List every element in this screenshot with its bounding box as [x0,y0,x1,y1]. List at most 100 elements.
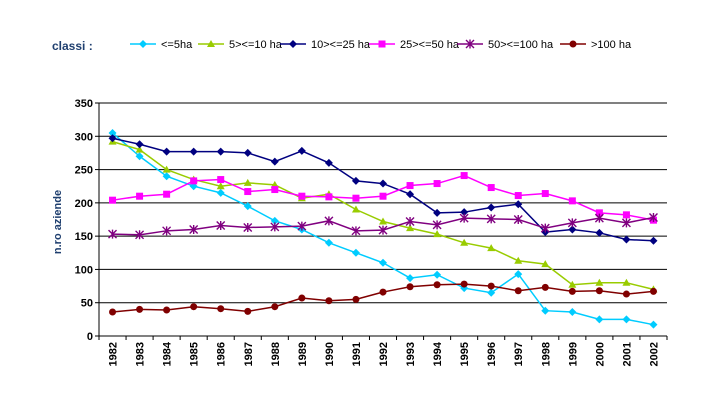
data-point [433,180,441,188]
legend-entry: >100 ha [560,39,632,51]
data-point [514,192,522,200]
data-point [568,225,577,234]
data-point [594,213,604,223]
data-point [135,145,144,153]
data-point [460,238,469,246]
data-point [189,224,199,234]
data-point [297,146,306,155]
data-point [433,230,442,238]
data-point [325,193,333,201]
data-point [270,216,279,225]
legend-label: <=5ha [161,39,193,51]
legend-title: classi : [52,39,93,53]
legend-label: 25><=50 ha [400,39,460,51]
data-point [621,218,631,228]
data-point [649,236,658,245]
data-point [595,228,604,237]
data-point [216,220,226,230]
data-point [379,192,387,200]
data-point [433,270,442,279]
x-tick-label: 1984 [162,341,174,366]
legend-swatch-marker [378,40,386,48]
data-point [351,176,360,185]
y-tick-label: 350 [75,98,93,110]
data-point [324,238,333,247]
data-point [540,223,550,233]
legend-entry: 50><=100 ha [457,39,554,51]
data-point [109,196,117,204]
x-tick-label: 2001 [621,342,633,366]
x-tick-label: 1986 [216,342,228,366]
data-point [324,216,334,226]
data-point [163,190,171,198]
x-tick-label: 1983 [135,342,147,366]
data-point [487,184,495,192]
legend-entry: 5><=10 ha [198,39,283,51]
data-point [649,287,657,295]
x-tick-label: 1989 [297,342,309,366]
data-point [324,158,333,167]
y-tick-label: 200 [75,198,93,210]
data-point [217,305,225,313]
y-tick-label: 50 [81,298,93,310]
data-point [271,303,279,311]
x-tick-label: 2002 [648,342,660,366]
x-tick-label: 1993 [405,342,417,366]
data-point [351,226,361,236]
x-tick-label: 2000 [594,342,606,366]
series-0 [108,128,658,329]
data-point [433,208,442,217]
data-point [432,220,442,230]
data-point [514,256,523,264]
data-point [216,188,225,197]
data-point [541,283,549,291]
data-point [595,209,603,217]
series-line [112,140,654,291]
y-tick-label: 250 [75,165,93,177]
data-point [487,288,496,297]
data-point [379,179,387,188]
x-tick-label: 1999 [567,342,579,366]
data-point [379,258,387,267]
data-point [567,218,577,228]
legend-label: 10><=25 ha [311,39,371,51]
data-point [136,305,144,313]
x-tick-label: 1996 [486,342,498,366]
data-point [460,208,469,217]
legend-entry: 25><=50 ha [369,39,460,51]
data-point [487,203,496,212]
data-point [190,177,198,185]
x-tick-label: 1997 [513,342,525,366]
data-point [568,197,576,205]
data-point [460,280,468,288]
data-point [486,214,496,224]
data-point [162,165,171,173]
data-point [136,192,144,200]
data-point [406,274,415,283]
data-point [405,216,415,226]
data-point [541,260,550,268]
data-point [568,280,577,288]
x-tick-label: 1998 [540,342,552,366]
x-tick-label: 1987 [243,342,255,366]
data-point [622,211,630,219]
axes: 0 50 100 150 200 250 300 350 1982 1983 1984 1985 198… [75,98,668,366]
data-point [270,157,279,166]
data-point [189,147,198,156]
data-point [406,190,415,199]
legend-label: 5><=10 ha [229,39,283,51]
y-tick-label: 100 [75,264,93,276]
data-point [406,283,414,291]
data-point [108,229,118,239]
x-tick-label: 1991 [351,342,363,366]
data-point [270,222,280,232]
legend-swatch-marker [289,40,297,48]
series-group [108,128,658,329]
data-point [487,282,495,290]
x-tick-label: 1990 [324,342,336,366]
series-3 [109,172,657,224]
series-2 [108,134,658,245]
data-point [243,148,252,157]
legend-label: >100 ha [591,39,632,51]
